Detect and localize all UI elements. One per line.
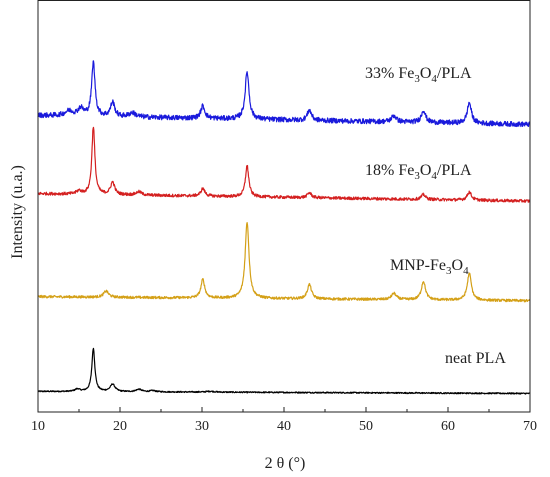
series-line (37, 222, 531, 303)
series-label: neat PLA (445, 350, 506, 367)
x-tick-label: 60 (441, 419, 455, 434)
plot-area (37, 60, 531, 395)
x-axis-title: 2 θ (°) (265, 455, 306, 472)
x-tick-label: 70 (523, 419, 537, 434)
series-line (37, 347, 531, 395)
axes: 10 20 30 40 50 60 70 (31, 0, 537, 434)
x-tick-label: 20 (113, 419, 127, 434)
series-line (37, 126, 531, 203)
x-tick-label: 40 (277, 419, 291, 434)
y-axis-title: Intensity (u.a.) (9, 165, 26, 259)
series-label: 18% Fe3O4/PLA (365, 162, 472, 182)
x-tick-label: 50 (359, 419, 373, 434)
series-label: 33% Fe3O4/PLA (365, 65, 472, 85)
x-tick-label: 10 (31, 419, 45, 434)
x-tick-label: 30 (195, 419, 209, 434)
series-labels: neat PLA MNP-Fe3O4 18% Fe3O4/PLA 33% Fe3O4/… (365, 65, 506, 367)
series-label: MNP-Fe3O4 (390, 257, 469, 277)
series-line (37, 60, 531, 128)
